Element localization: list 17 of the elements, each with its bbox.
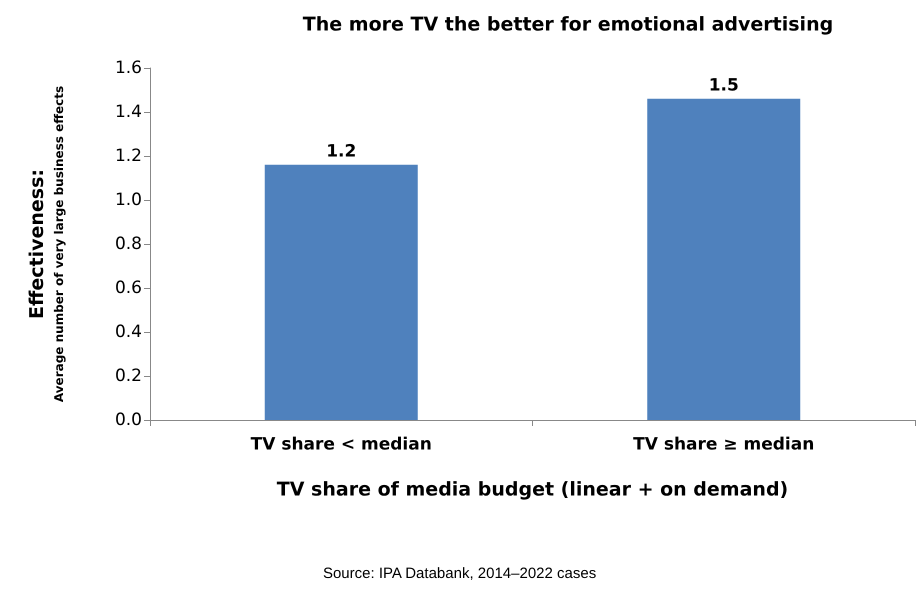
text: 0.6 [114, 278, 142, 298]
x-tick-label: TV share < median [250, 434, 432, 454]
y-axis-title: Effectiveness: Average number of very large business effects [26, 86, 66, 402]
text: 0.0 [114, 410, 142, 430]
text: 0.8 [114, 234, 142, 254]
text: 0.4 [114, 322, 142, 342]
text: 1.4 [114, 102, 142, 122]
data-label: 1.5 [708, 75, 739, 96]
text: 1.2 [114, 146, 142, 166]
source-note: Source: IPA Databank, 2014–2022 cases [322, 565, 596, 582]
text: 1.6 [114, 58, 142, 78]
text: 1.0 [114, 190, 142, 210]
x-tick-label: TV share ≥ median [633, 434, 814, 454]
x-axis-title: TV share of media budget (linear + on demand) [276, 478, 788, 500]
chart-title: The more TV the better for emotional advertising [302, 14, 834, 36]
text: 0.2 [114, 366, 142, 386]
data-label: 1.2 [326, 141, 356, 162]
